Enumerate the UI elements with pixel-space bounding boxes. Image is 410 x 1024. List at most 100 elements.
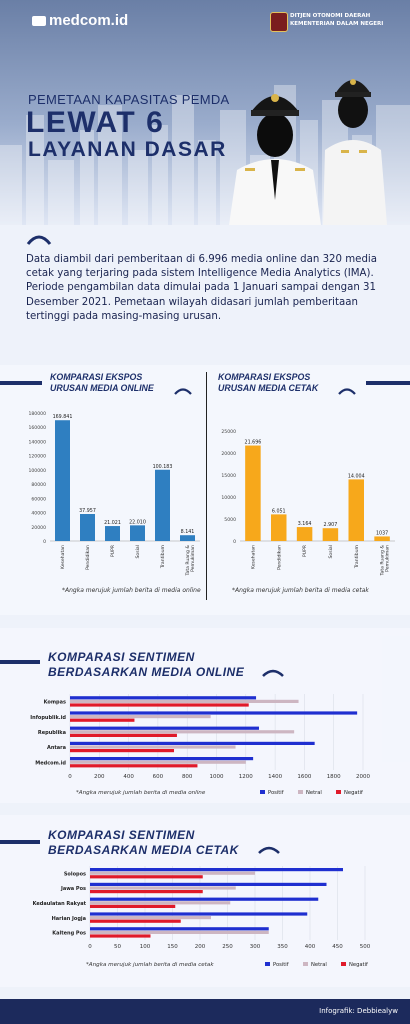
sentiment-print-xtick-label: 300 [250,944,261,950]
sentiment-online-category-label: Infopublik.id [30,715,66,721]
sentiment-print-xtick-label: 350 [277,944,288,950]
sentiment-print-bar [90,930,269,934]
footer-bar: Infografik: Debbiealyw [0,999,410,1024]
sentiment-print-category-label: Harian Jogja [52,916,86,922]
print-exposure-bar [348,479,364,541]
arc-sentiment-online-icon [262,669,284,677]
print-exposure-data-label: 21.696 [245,440,262,446]
sentiment-print-bar [90,882,327,886]
credit-text: Infografik: Debbiealyw [319,1007,398,1015]
print-exposure-bar [296,527,313,541]
sentiment-print-xtick-label: 250 [222,944,233,950]
sentiment-online-xtick-label: 600 [153,774,164,780]
header-banner: medcom.id DITJEN OTONOMI DAERAH KEMENTER… [0,0,410,225]
online-exposure-ytick-label: 160000 [28,425,46,431]
sentiment-online-legend-label: Netral [306,790,322,796]
stripe-left-1 [0,381,42,385]
online-exposure-data-label: 169.841 [53,414,73,420]
sentiment-print-note: *Angka merujuk jumlah berita di media ce… [86,962,214,968]
online-exposure-bar [80,514,95,541]
sentiment-online-legend-swatch [336,790,341,794]
stripe-left-3 [0,840,40,844]
sentiment-print-title: KOMPARASI SENTIMEN BERDASARKAN MEDIA CET… [48,828,239,858]
sentiment-print-bar [90,901,231,905]
print-exposure-note: *Angka merujuk jumlah berita di media ce… [232,587,369,594]
online-exposure-bar [180,535,195,541]
arc-sentiment-print-icon [258,846,280,854]
sentiment-online-xtick-label: 200 [94,774,105,780]
sentiment-online-legend-label: Negatif [344,790,363,796]
sentiment-print-bar [90,875,203,879]
sentiment-print-bar [90,886,236,890]
online-exposure-ytick-label: 0 [43,539,46,545]
sentiment-print-xtick-label: 100 [140,944,151,950]
sentiment-print-xtick-label: 0 [88,944,92,950]
sentiment-print-bar [90,916,211,920]
sentiment-online-bar [70,703,249,707]
print-exposure-bar [374,536,390,541]
sentiment-online-title: KOMPARASI SENTIMEN BERDASARKAN MEDIA ONL… [48,650,244,680]
sentiment-online-legend-swatch [298,790,303,794]
sentiment-online-bar [70,718,135,722]
online-exposure-category-label: PUPR [110,544,116,557]
print-exposure-category-label: Pemukiman [385,545,391,572]
sentiment-print-legend-label: Negatif [349,962,368,968]
online-exposure-data-label: 8.141 [181,529,195,535]
online-exposure-category-label: Pendidikan [85,545,91,570]
online-exposure-ytick-label: 140000 [28,439,46,445]
sentiment-online-xtick-label: 1400 [268,774,282,780]
print-exposure-category-label: Trantibum [354,544,360,569]
print-exposure-ytick-label: 25000 [221,429,236,435]
sentiment-print-category-label: Kalteng Pos [52,931,86,937]
online-exposure-bar [155,469,170,541]
official-figure-left [229,94,321,225]
sentiment-print-category-label: Kedaulatan Rakyat [33,901,87,907]
stripe-right-1 [366,381,410,385]
print-exposure-category-label: Tata Ruang & [380,545,386,577]
org-line-1: DITJEN OTONOMI DAERAH [290,13,371,19]
officials-illustration [229,79,387,225]
online-exposure-data-label: 37.957 [79,508,96,514]
sentiment-online-xtick-label: 1800 [327,774,341,780]
online-exposure-ytick-label: 180000 [28,411,46,417]
sentiment-print-xtick-label: 450 [332,944,343,950]
online-exposure-bar [105,526,120,541]
online-exposure-ytick-label: 40000 [31,511,46,517]
sentiment-online-legend-label: Positif [268,790,284,796]
sentiment-print-legend-swatch [265,962,270,966]
sentiment-online-bar [70,764,198,768]
print-exposure-data-label: 6.051 [272,508,286,514]
online-exposure-ytick-label: 120000 [28,454,46,460]
online-exposure-bar [55,420,70,541]
sentiment-print-bar [90,934,151,938]
sentiment-online-bar [70,715,211,719]
sentiment-online-legend-swatch [260,790,265,794]
print-exposure-chart: 0 5000 10000 15000 20000 25000 21.696 Kesehatan… [221,429,395,577]
sentiment-print-xtick-label: 150 [167,944,178,950]
online-exposure-category-label: Kesehatan [60,545,66,569]
sentiment-online-bar [70,699,299,703]
online-exposure-data-label: 22.010 [129,519,146,525]
print-exposure-category-label: PUPR [302,544,308,557]
intro-paragraph: Data diambil dari pemberitaan di 6.996 m… [26,254,377,322]
online-exposure-title-2: URUSAN MEDIA ONLINE [50,383,154,393]
print-exposure-data-label: 14.004 [348,473,365,479]
sentiment-print-bar [90,912,308,916]
sentiment-print-title-2: BERDASARKAN MEDIA CETAK [48,843,239,857]
print-exposure-category-label: Kesehatan [250,545,256,569]
sentiment-print-category-label: Solopos [64,871,86,877]
print-exposure-title-1: KOMPARASI EKSPOS [218,372,311,382]
sentiment-print-bar [90,927,269,931]
print-exposure-ytick-label: 10000 [221,495,236,501]
sentiment-print-chart: 0 50 100 150 200 250 300 350 400 450 500 Solopos Jaw… [33,866,371,968]
sentiment-online-xtick-label: 1200 [239,774,253,780]
sentiment-online-xtick-label: 0 [68,774,72,780]
print-exposure-data-label: 1037 [376,530,388,536]
sentiment-online-category-label: Kompas [44,700,66,706]
online-exposure-note: *Angka merujuk jumlah berita di media on… [62,587,201,594]
print-exposure-ytick-label: 15000 [221,473,236,479]
print-exposure-category-label: Pendidikan [276,545,282,570]
online-exposure-data-label: 21.021 [104,520,121,526]
sentiment-print-xtick-label: 500 [360,944,371,950]
print-exposure-data-label: 2.907 [324,522,338,528]
